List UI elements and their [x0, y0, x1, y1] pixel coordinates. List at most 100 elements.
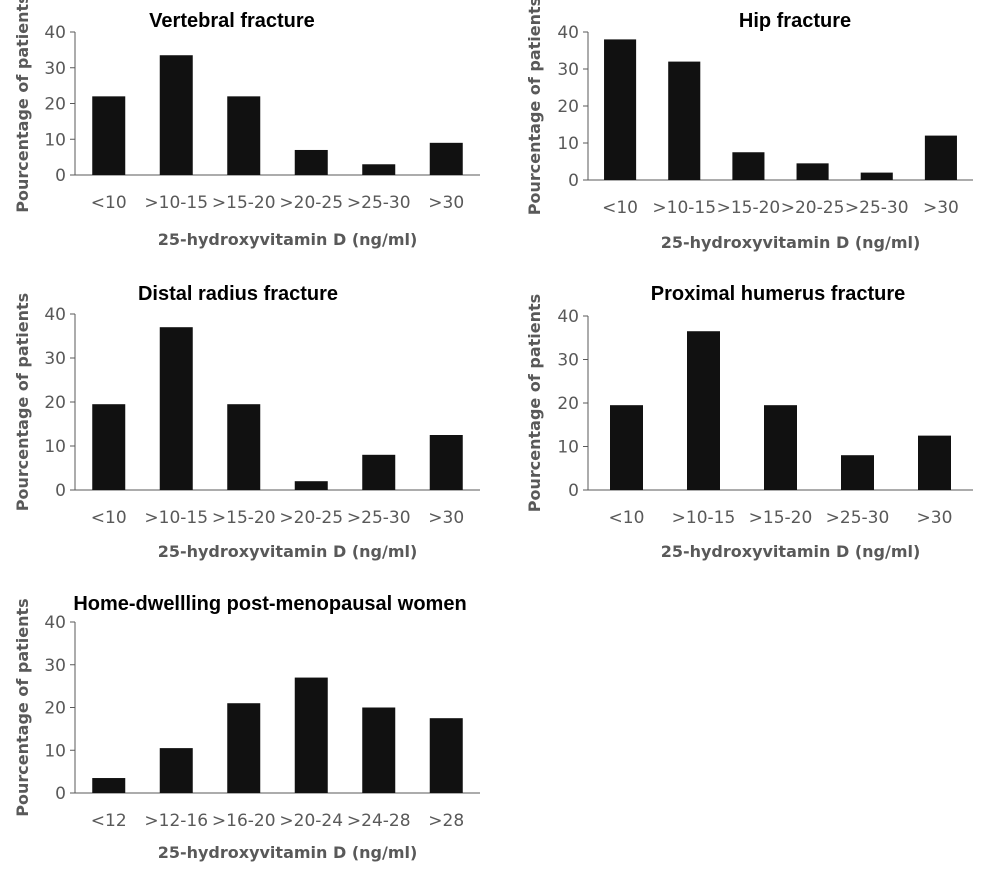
y-tick-label: 10	[557, 438, 579, 458]
bar-2	[159, 748, 193, 793]
y-tick-label: 30	[44, 349, 66, 369]
x-tick-label: >16-20	[212, 811, 276, 831]
y-axis-title: Pourcentage of patients	[525, 0, 544, 215]
x-tick-label: <10	[91, 508, 127, 528]
x-tick-label: >12-16	[144, 811, 208, 831]
bar-3	[227, 703, 261, 793]
y-tick-label: 0	[568, 171, 579, 191]
x-tick-label: <10	[91, 193, 127, 213]
y-tick-label: 40	[557, 307, 579, 327]
x-tick-label: >24-28	[347, 811, 411, 831]
x-tick-label: >30	[428, 508, 464, 528]
chart-panel-2: Hip fracture 0 10 20 30 40 <10 >10-15 >15-20 >20-…	[525, 0, 973, 252]
x-tick-label: >25-30	[347, 193, 411, 213]
y-tick-label: 20	[44, 95, 66, 115]
x-tick-label: >10-15	[672, 508, 736, 528]
chart-panel-3: Distal radius fracture 0 10 20 30 40 <10 >10-15…	[13, 283, 480, 561]
y-tick-label: 20	[557, 97, 579, 117]
x-tick-label: >10-15	[652, 198, 716, 218]
x-tick-label: >30	[917, 508, 953, 528]
bar-4	[294, 149, 328, 175]
y-tick-label: 0	[55, 784, 66, 804]
chart-title: Distal radius fracture	[138, 283, 338, 305]
y-tick-label: 40	[44, 305, 66, 325]
x-tick-label: >20-25	[279, 193, 343, 213]
y-axis-title: Pourcentage of patients	[13, 598, 32, 816]
bar-1	[604, 39, 637, 181]
bar-5	[918, 435, 951, 490]
bar-6	[429, 718, 463, 793]
x-tick-label: >15-20	[212, 193, 276, 213]
chart-panel-1: Vertebral fracture 0 10 20 30 40 <10 >10-15 >15-…	[13, 0, 480, 249]
bar-5	[362, 164, 396, 175]
bar-3	[227, 404, 261, 490]
y-tick-label: 20	[44, 699, 66, 719]
x-tick-label: >20-25	[781, 198, 845, 218]
x-tick-label: <10	[602, 198, 638, 218]
y-tick-label: 20	[44, 393, 66, 413]
y-tick-label: 30	[557, 60, 579, 80]
x-tick-label: >28	[428, 811, 464, 831]
x-axis-title: 25-hydroxyvitamin D (ng/ml)	[661, 233, 921, 252]
y-tick-label: 30	[44, 59, 66, 79]
bar-1	[610, 405, 643, 490]
x-tick-label: >20-24	[279, 811, 343, 831]
chart-title: Vertebral fracture	[149, 10, 315, 32]
bar-4	[796, 163, 829, 180]
chart-title: Home-dwellling post-menopausal women	[73, 593, 466, 615]
x-tick-label: >30	[428, 193, 464, 213]
bar-4	[841, 455, 874, 490]
x-axis-title: 25-hydroxyvitamin D (ng/ml)	[158, 230, 418, 249]
bar-2	[159, 327, 193, 490]
x-tick-label: >25-30	[845, 198, 909, 218]
x-tick-label: <12	[91, 811, 127, 831]
bar-6	[924, 135, 957, 180]
bar-1	[92, 404, 126, 490]
bar-2	[687, 331, 720, 490]
chart-panel-4: Proximal humerus fracture 0 10 20 30 40 <10 >10…	[525, 283, 973, 561]
y-tick-label: 10	[44, 741, 66, 761]
bar-3	[732, 152, 765, 180]
x-tick-label: >30	[923, 198, 959, 218]
y-tick-label: 30	[557, 351, 579, 371]
x-tick-label: >15-20	[717, 198, 781, 218]
y-axis-title: Pourcentage of patients	[13, 0, 32, 213]
x-axis-title: 25-hydroxyvitamin D (ng/ml)	[661, 542, 921, 561]
x-tick-label: >10-15	[144, 193, 208, 213]
y-axis-title: Pourcentage of patients	[13, 293, 32, 511]
bar-2	[159, 55, 193, 175]
bar-5	[362, 454, 396, 490]
bar-4	[294, 481, 328, 490]
bar-2	[668, 61, 701, 180]
x-tick-label: <10	[609, 508, 645, 528]
bar-3	[227, 96, 261, 175]
y-tick-label: 40	[44, 613, 66, 633]
y-tick-label: 20	[557, 394, 579, 414]
x-tick-label: >25-30	[826, 508, 890, 528]
x-axis-title: 25-hydroxyvitamin D (ng/ml)	[158, 542, 418, 561]
x-tick-label: >15-20	[749, 508, 813, 528]
y-tick-label: 0	[568, 481, 579, 501]
y-axis-title: Pourcentage of patients	[525, 294, 544, 512]
y-tick-label: 40	[557, 23, 579, 43]
bar-4	[294, 677, 328, 793]
bar-5	[860, 172, 893, 180]
y-tick-label: 0	[55, 166, 66, 186]
y-tick-label: 0	[55, 481, 66, 501]
y-tick-label: 10	[557, 134, 579, 154]
chart-title: Proximal humerus fracture	[651, 283, 906, 305]
bar-3	[764, 405, 797, 490]
bar-5	[362, 707, 396, 793]
x-axis-title: 25-hydroxyvitamin D (ng/ml)	[158, 843, 418, 862]
y-tick-label: 30	[44, 656, 66, 676]
x-tick-label: >20-25	[279, 508, 343, 528]
x-tick-label: >10-15	[144, 508, 208, 528]
bar-6	[429, 142, 463, 175]
y-tick-label: 40	[44, 23, 66, 43]
x-tick-label: >25-30	[347, 508, 411, 528]
y-tick-label: 10	[44, 437, 66, 457]
y-tick-label: 10	[44, 130, 66, 150]
bar-1	[92, 96, 126, 175]
chart-title: Hip fracture	[739, 10, 851, 32]
